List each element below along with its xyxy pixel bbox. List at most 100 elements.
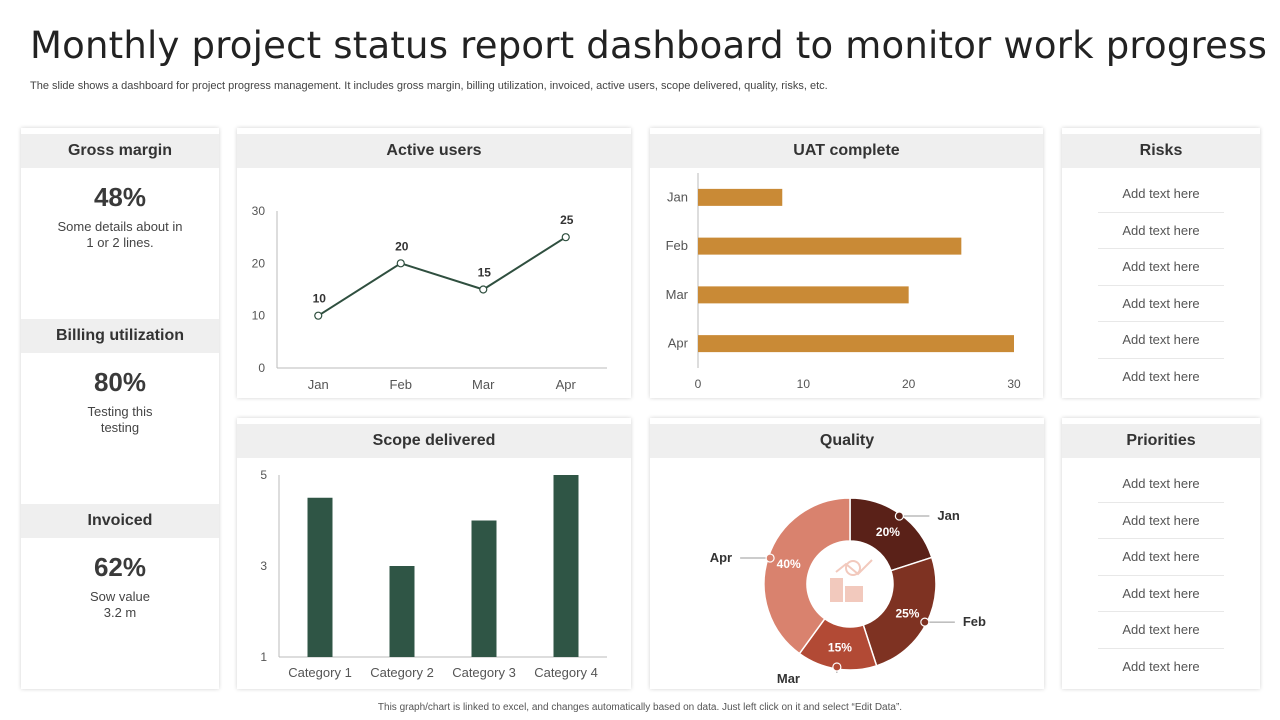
page-title: Monthly project status report dashboard … bbox=[30, 24, 1268, 67]
data-label: 10 bbox=[313, 292, 327, 306]
kpi-desc-line: 3.2 m bbox=[103, 605, 137, 620]
x-tick-label: Apr bbox=[556, 377, 577, 392]
list-item: Add text here bbox=[1098, 576, 1224, 612]
kpi-desc-line: Some details about in bbox=[57, 219, 183, 234]
bar bbox=[698, 237, 962, 255]
kpi-description: Testing this testing bbox=[50, 404, 190, 436]
kpi-description: Sow value 3.2 m bbox=[50, 589, 190, 621]
bar bbox=[471, 520, 497, 657]
donut-slice bbox=[763, 497, 851, 655]
data-point bbox=[396, 259, 405, 268]
x-tick-label: Mar bbox=[472, 377, 495, 392]
x-tick-label: Category 3 bbox=[452, 665, 516, 680]
priorities-list: Add text here Add text here Add text her… bbox=[1098, 466, 1224, 684]
footnote: This graph/chart is linked to excel, and… bbox=[377, 702, 903, 713]
y-tick-label: 3 bbox=[260, 559, 267, 573]
y-tick-label: 20 bbox=[252, 256, 266, 270]
list-item: Add text here bbox=[1098, 176, 1224, 213]
y-tick-label: Jan bbox=[667, 189, 688, 204]
y-tick-label: 10 bbox=[252, 309, 266, 323]
data-label: 20% bbox=[876, 525, 900, 539]
chart-title: Active users bbox=[237, 134, 631, 168]
data-point bbox=[479, 285, 488, 294]
chart-title: Quality bbox=[650, 424, 1044, 458]
priorities-card: Priorities Add text here Add text here A… bbox=[1062, 418, 1260, 689]
priorities-title: Priorities bbox=[1062, 424, 1260, 458]
kpi-value: 80% bbox=[93, 367, 147, 397]
kpi-value: 48% bbox=[93, 182, 147, 212]
x-tick-label: 20 bbox=[902, 377, 916, 391]
chart-title: Scope delivered bbox=[237, 424, 631, 458]
y-tick-label: Mar bbox=[666, 287, 689, 302]
kpi-description: Some details about in 1 or 2 lines. bbox=[50, 219, 190, 251]
category-label: Feb bbox=[963, 614, 986, 629]
scope-delivered-card: Scope delivered 1 3 5 Category 1 Category 2 C… bbox=[237, 418, 631, 689]
data-point bbox=[561, 233, 570, 242]
bar bbox=[698, 188, 783, 206]
data-label: 25 bbox=[560, 213, 574, 227]
chart-title: UAT complete bbox=[650, 134, 1043, 168]
list-item: Add text here bbox=[1098, 539, 1224, 576]
risks-card: Risks Add text here Add text here Add te… bbox=[1062, 128, 1260, 398]
x-tick-label: Category 4 bbox=[534, 665, 598, 680]
kpi-desc-line: Sow value bbox=[90, 589, 150, 604]
y-tick-label: Feb bbox=[666, 238, 688, 253]
leader-marker bbox=[832, 662, 842, 672]
scope-delivered-chart: 1 3 5 Category 1 Category 2 Category 3 Categor… bbox=[260, 468, 607, 680]
list-item: Add text here bbox=[1122, 658, 1200, 674]
x-tick-label: Feb bbox=[390, 377, 412, 392]
list-item: Add text here bbox=[1098, 286, 1224, 322]
uat-complete-chart: Jan Feb Mar Apr 0 10 20 30 bbox=[666, 173, 1021, 391]
data-label: 40% bbox=[777, 557, 801, 571]
x-tick-label: 10 bbox=[797, 377, 811, 391]
series-line bbox=[317, 236, 567, 317]
y-tick-label: 5 bbox=[260, 468, 267, 482]
list-item: Add text here bbox=[1098, 213, 1224, 249]
x-tick-label: Jan bbox=[308, 377, 329, 392]
data-label: 25% bbox=[895, 606, 919, 620]
kpi-label: Gross margin bbox=[21, 134, 219, 168]
list-item: Add text here bbox=[1098, 322, 1224, 359]
bar bbox=[698, 335, 1014, 353]
list-item: Add text here bbox=[1122, 368, 1200, 384]
quality-chart: 20% Jan 25% Feb 15% Mar 40% Apr bbox=[710, 497, 986, 686]
x-tick-label: Category 1 bbox=[288, 665, 352, 680]
list-item: Add text here bbox=[1098, 503, 1224, 539]
y-tick-label: Apr bbox=[668, 336, 689, 351]
kpi-card: Gross margin 48% Some details about in 1… bbox=[21, 128, 219, 689]
kpi-desc-line: 1 or 2 lines. bbox=[86, 235, 154, 250]
data-label: 15 bbox=[478, 266, 492, 280]
y-tick-label: 0 bbox=[258, 361, 265, 375]
donut-slice bbox=[862, 556, 937, 667]
x-tick-label: 30 bbox=[1007, 377, 1021, 391]
category-label: Mar bbox=[777, 671, 800, 686]
x-tick-label: 0 bbox=[695, 377, 702, 391]
kpi-label: Invoiced bbox=[21, 504, 219, 538]
bar bbox=[389, 566, 415, 657]
category-label: Apr bbox=[710, 550, 732, 565]
list-item: Add text here bbox=[1098, 249, 1224, 286]
list-item: Add text here bbox=[1098, 466, 1224, 503]
bar bbox=[307, 497, 333, 657]
leader-marker bbox=[920, 617, 930, 627]
bar bbox=[698, 286, 909, 304]
active-users-card: Active users 0 10 20 30 Jan Feb Mar Apr 10 20 15 25 bbox=[237, 128, 631, 398]
risks-list: Add text here Add text here Add text her… bbox=[1098, 176, 1224, 394]
data-point bbox=[314, 311, 323, 320]
data-label: 20 bbox=[395, 239, 409, 253]
y-tick-label: 30 bbox=[252, 204, 266, 218]
page-subtitle: The slide shows a dashboard for project … bbox=[30, 80, 828, 92]
category-label: Jan bbox=[937, 508, 959, 523]
building-growth-icon bbox=[830, 559, 873, 602]
leader-marker bbox=[894, 511, 904, 521]
uat-complete-card: UAT complete Jan Feb Mar Apr 0 10 20 30 bbox=[650, 128, 1043, 398]
leader-marker bbox=[765, 553, 775, 563]
kpi-billing-utilization: Billing utilization 80% Testing this tes… bbox=[21, 319, 219, 436]
active-users-chart: 0 10 20 30 Jan Feb Mar Apr 10 20 15 25 bbox=[252, 204, 607, 392]
list-item: Add text here bbox=[1098, 612, 1224, 649]
kpi-label: Billing utilization bbox=[21, 319, 219, 353]
kpi-desc-line: testing bbox=[100, 420, 140, 435]
kpi-value: 62% bbox=[93, 552, 147, 582]
bar bbox=[553, 475, 579, 657]
quality-card: Quality 20% Jan 25% Feb 15% Mar 40% Apr bbox=[650, 418, 1044, 689]
